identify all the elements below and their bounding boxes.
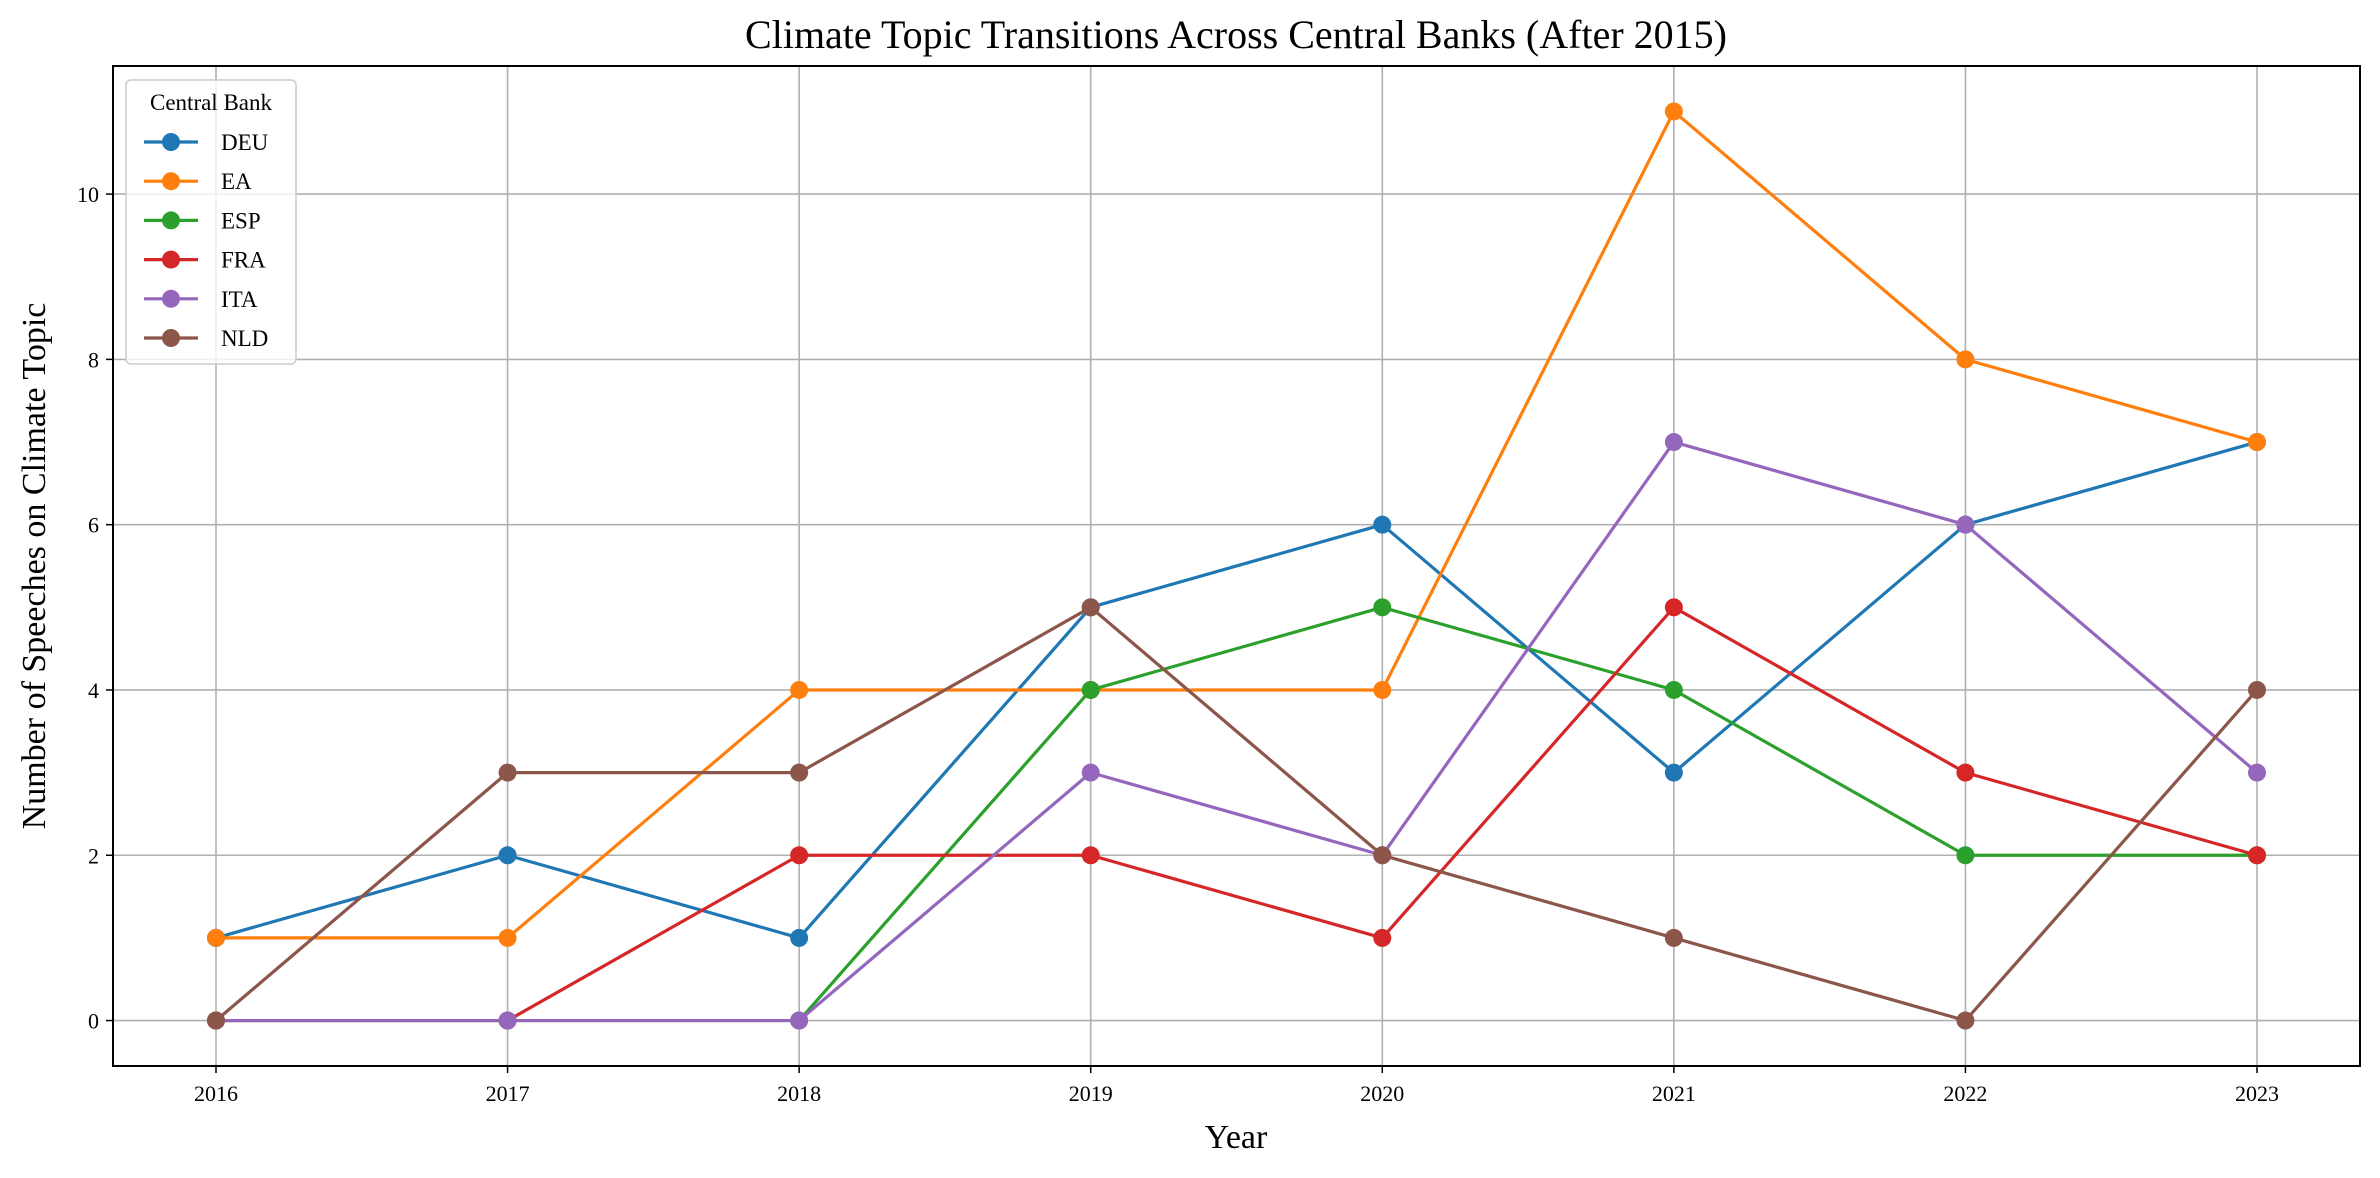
data-point — [790, 680, 809, 699]
x-tick-label: 2020 — [1360, 1081, 1404, 1106]
data-point — [207, 928, 225, 947]
data-point — [1956, 763, 1975, 782]
data-point — [1956, 515, 1975, 534]
data-point — [498, 928, 517, 947]
data-point — [1956, 1011, 1975, 1030]
legend: Central Bank DEU EA ESP FRA ITA NLD — [125, 79, 297, 365]
series-line — [216, 440, 2259, 1023]
series-line — [214, 605, 2259, 1023]
legend-box — [125, 79, 297, 365]
chart-title: Climate Topic Transitions Across Central… — [745, 12, 1727, 57]
data-point — [1081, 598, 1100, 617]
legend-label: NLD — [221, 326, 268, 351]
data-point — [2248, 680, 2266, 699]
data-point — [2248, 846, 2266, 865]
x-tick-label: 2017 — [486, 1081, 530, 1106]
x-tick-label: 2023 — [2235, 1081, 2279, 1106]
legend-item-nld: NLD — [144, 326, 268, 351]
y-tick-label: 0 — [88, 1009, 99, 1034]
data-point — [2248, 763, 2266, 782]
y-tick-label: 2 — [88, 843, 99, 868]
data-point — [1956, 846, 1975, 865]
data-point — [1373, 515, 1392, 534]
data-point — [1664, 928, 1683, 947]
x-tick-label: 2019 — [1069, 1081, 1113, 1106]
data-point — [1956, 350, 1975, 369]
y-tick-label: 6 — [88, 513, 99, 538]
series-layer — [207, 102, 2266, 1030]
y-axis-label: Number of Speeches on Climate Topic — [16, 303, 53, 830]
series-nld — [207, 598, 2266, 1030]
series-ea — [207, 102, 2266, 947]
data-point — [1373, 598, 1392, 617]
data-point — [498, 763, 517, 782]
y-tick-label: 4 — [88, 678, 99, 703]
legend-title: Central Bank — [150, 90, 272, 115]
data-point — [498, 846, 517, 865]
legend-marker — [162, 133, 180, 151]
data-point — [1664, 102, 1683, 121]
x-tick-label: 2021 — [1652, 1081, 1696, 1106]
data-point — [1664, 433, 1683, 452]
data-point — [790, 846, 809, 865]
data-point — [1664, 598, 1683, 617]
data-point — [1081, 846, 1100, 865]
data-point — [790, 763, 809, 782]
legend-marker — [162, 211, 180, 230]
x-axis-ticks: 2016 2017 2018 2019 2020 2021 2022 2023 — [194, 1066, 2279, 1106]
data-point — [1664, 763, 1683, 782]
legend-label: DEU — [221, 130, 269, 155]
y-axis-ticks: 0 2 4 6 8 10 — [77, 182, 113, 1034]
legend-item-esp: ESP — [144, 208, 261, 233]
x-tick-label: 2016 — [194, 1081, 238, 1106]
legend-marker — [162, 329, 180, 347]
x-tick-label: 2018 — [777, 1081, 821, 1106]
legend-marker — [162, 250, 180, 269]
legend-label: ITA — [221, 287, 258, 312]
data-point — [498, 1011, 517, 1030]
legend-label: FRA — [221, 248, 266, 273]
series-line — [215, 440, 2258, 940]
data-point — [1081, 763, 1100, 782]
legend-item-ea: EA — [144, 169, 252, 194]
legend-label: EA — [221, 169, 252, 194]
data-point — [1081, 680, 1100, 699]
y-tick-label: 8 — [88, 347, 99, 372]
plot-frame — [112, 65, 2361, 1067]
data-point — [1373, 680, 1392, 699]
legend-label: ESP — [221, 208, 261, 233]
data-point — [2248, 433, 2266, 452]
data-point — [1664, 680, 1683, 699]
data-point — [1373, 846, 1392, 865]
legend-item-fra: FRA — [144, 248, 266, 273]
legend-item-ita: ITA — [144, 287, 258, 312]
data-point — [790, 1011, 809, 1030]
legend-marker — [162, 289, 180, 308]
data-point — [790, 928, 809, 947]
legend-marker — [162, 172, 180, 191]
x-tick-label: 2022 — [1943, 1081, 1987, 1106]
legend-items: DEU EA ESP FRA ITA NLD — [144, 130, 269, 351]
x-axis-label: Year — [1205, 1119, 1268, 1156]
series-line — [216, 605, 2258, 1023]
y-tick-label: 10 — [77, 182, 99, 207]
data-point — [207, 1011, 225, 1030]
data-point — [1373, 928, 1392, 947]
series-line — [216, 109, 2258, 940]
legend-item-deu: DEU — [144, 130, 269, 155]
